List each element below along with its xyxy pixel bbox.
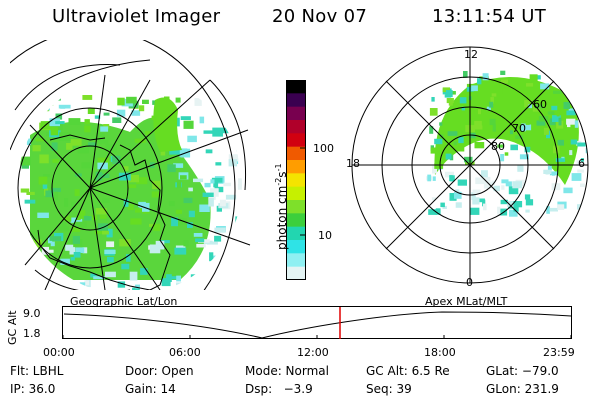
gc-alt-axis-title: GC Alt [6, 310, 19, 345]
info-glat: GLat: −79.0 [486, 364, 559, 378]
info-dsp: Dsp: −3.9 [245, 382, 313, 396]
geographic-label: Geographic Lat/Lon [70, 295, 178, 308]
mlat-label-60: 60 [533, 98, 547, 111]
time-tick-0600: 06:00 [169, 346, 201, 359]
time-tick-1800: 18:00 [424, 346, 456, 359]
time-tick-0000: 00:00 [43, 346, 75, 359]
geographic-grid [10, 40, 251, 290]
polar-grid [351, 46, 589, 284]
geographic-auroral-image [10, 40, 251, 290]
info-ip: IP: 36.0 [10, 382, 56, 396]
observation-date: 20 Nov 07 [272, 6, 368, 27]
mlt-label-6: 6 [578, 157, 585, 170]
mlt-label-12: 12 [464, 48, 478, 61]
mlt-label-18: 18 [346, 157, 360, 170]
time-tick-1200: 12:00 [297, 346, 329, 359]
info-mode: Mode: Normal [245, 364, 329, 378]
info-gain: Gain: 14 [125, 382, 176, 396]
mlt-label-0: 0 [466, 276, 473, 289]
colorbar-unit-label: photon cm-2s-1 [274, 163, 289, 250]
info-door: Door: Open [125, 364, 194, 378]
intensity-colorbar [286, 80, 306, 280]
polar-aurora-emission [426, 70, 588, 217]
polar-mlat-mlt-plot [351, 46, 589, 284]
mlat-label-70: 70 [512, 122, 526, 135]
observation-time: 13:11:54 UT [432, 6, 547, 27]
timeline-ticks [62, 335, 572, 339]
altitude-curve [63, 311, 572, 339]
info-gc-alt: GC Alt: 6.5 Re [366, 364, 450, 378]
colorbar-tick-100: 100 [313, 142, 334, 155]
info-seq: Seq: 39 [366, 382, 412, 396]
instrument-title: Ultraviolet Imager [52, 6, 221, 27]
info-filter: Flt: LBHL [10, 364, 64, 378]
apex-label: Apex MLat/MLT [425, 295, 508, 308]
alt-tick-high: 9.0 [23, 307, 41, 320]
alt-tick-low: 1.8 [23, 327, 41, 340]
info-glon: GLon: 231.9 [486, 382, 559, 396]
altitude-timeline-plot [62, 306, 572, 339]
mlat-label-80: 80 [491, 140, 505, 153]
continent-outline [37, 134, 171, 290]
time-tick-2359: 23:59 [543, 346, 575, 359]
colorbar-tick-10: 10 [318, 229, 332, 242]
